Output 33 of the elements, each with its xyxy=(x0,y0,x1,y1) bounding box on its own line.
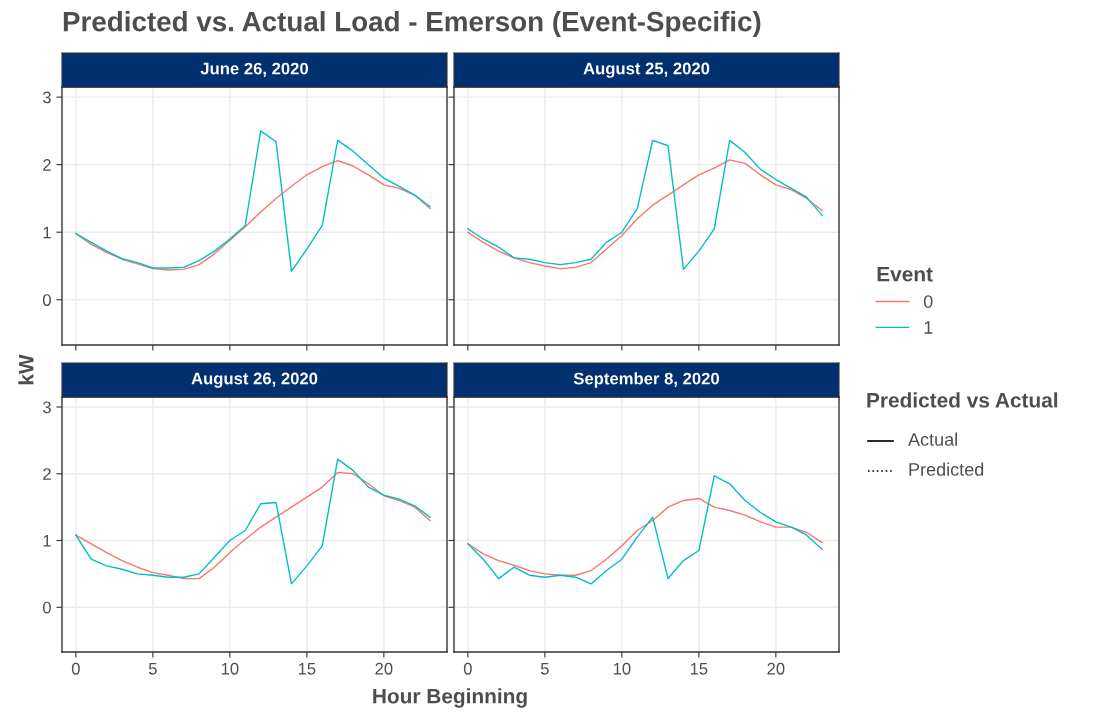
x-tick-label: 5 xyxy=(540,663,549,675)
x-tick-label: 20 xyxy=(767,662,785,675)
y-tick-label: 0 xyxy=(42,601,51,614)
x-tick-label: 15 xyxy=(690,663,708,675)
legend-label: 0 xyxy=(923,295,933,308)
y-tick-label: 0 xyxy=(42,294,51,306)
chart-title: August 25, 2020 xyxy=(583,62,710,78)
x-tick-label: 10 xyxy=(221,662,239,675)
x-tick-label: 0 xyxy=(463,662,472,675)
text: Actual xyxy=(908,432,957,446)
chart-title: June 26, 2020 xyxy=(200,62,309,77)
legend-title: Event xyxy=(877,267,933,282)
y-tick-label: 1 xyxy=(43,535,51,547)
x-tick-label: 0 xyxy=(71,662,80,675)
x-tick-label: 15 xyxy=(298,663,316,675)
text: Predicted vs Actual xyxy=(867,392,1058,408)
text: Predicted xyxy=(909,462,984,476)
x-tick-label: 20 xyxy=(375,662,393,675)
y-tick-label: 3 xyxy=(42,91,51,104)
x-tick-label: 10 xyxy=(613,662,631,675)
y-tick-label: 2 xyxy=(43,159,51,171)
text: Predicted vs. Actual Load - Emerson (Event-Specific) xyxy=(63,11,761,37)
y-tick-label: 2 xyxy=(43,468,51,480)
y-tick-label: 3 xyxy=(42,401,51,414)
x-axis-title: Hour Beginning xyxy=(373,688,527,708)
y-axis-title: kW xyxy=(18,354,34,385)
line-series xyxy=(75,159,431,271)
line-series xyxy=(75,130,431,273)
x-tick-label: 5 xyxy=(148,663,157,675)
legend-label: 1 xyxy=(924,321,933,334)
chart-title: September 8, 2020 xyxy=(573,372,720,388)
y-tick-label: 1 xyxy=(43,226,51,239)
chart-title: August 26, 2020 xyxy=(191,372,318,388)
